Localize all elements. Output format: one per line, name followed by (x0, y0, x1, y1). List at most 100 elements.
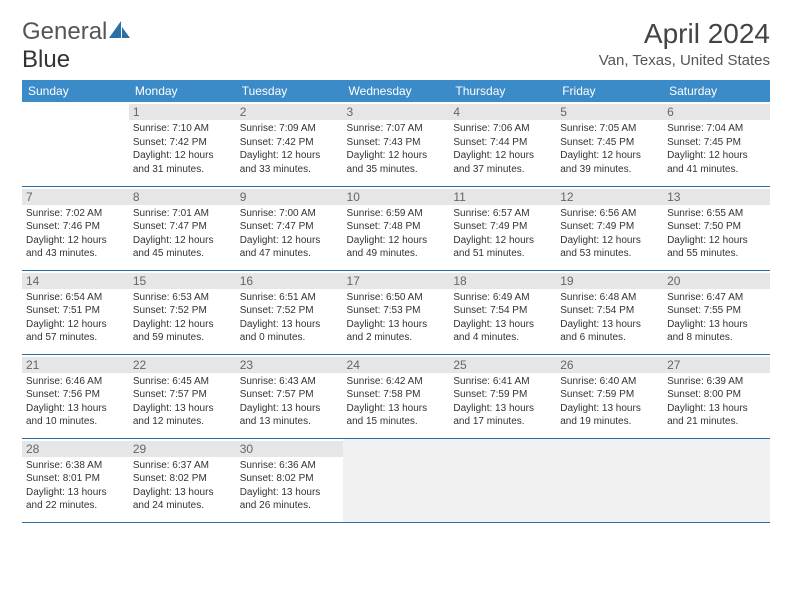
day-number: 28 (22, 441, 129, 457)
daylight-text: Daylight: 12 hours and 57 minutes. (26, 318, 125, 345)
daylight-text: Daylight: 12 hours and 33 minutes. (240, 149, 339, 176)
calendar-week-row: 14 Sunrise: 6:54 AMSunset: 7:51 PMDayligh… (22, 270, 770, 354)
sunrise-text: Sunrise: 6:56 AM (560, 207, 659, 221)
day-number: 16 (236, 273, 343, 289)
logo-sail-icon (109, 18, 131, 36)
sunset-text: Sunset: 7:42 PM (240, 136, 339, 150)
sunset-text: Sunset: 7:53 PM (347, 304, 446, 318)
calendar-day-cell: 3Sunrise: 7:07 AMSunset: 7:43 PMDaylight… (343, 102, 450, 186)
day-data: Sunrise: 7:01 AMSunset: 7:47 PMDaylight:… (133, 207, 232, 261)
day-number: 17 (343, 273, 450, 289)
calendar-day-cell: 6 Sunrise: 7:04 AMSunset: 7:45 PMDaylight… (663, 102, 770, 186)
sunset-text: Sunset: 8:02 PM (133, 472, 232, 486)
calendar-day-cell: 23Sunrise: 6:43 AMSunset: 7:57 PMDayligh… (236, 354, 343, 438)
sunrise-text: Sunrise: 6:43 AM (240, 375, 339, 389)
calendar-week-row: 7Sunrise: 7:02 AMSunset: 7:46 PMDaylight… (22, 186, 770, 270)
daylight-text: Daylight: 12 hours and 45 minutes. (133, 234, 232, 261)
sunrise-text: Sunrise: 6:40 AM (560, 375, 659, 389)
day-data: Sunrise: 6:49 AMSunset: 7:54 PMDaylight:… (453, 291, 552, 345)
sunset-text: Sunset: 7:52 PM (240, 304, 339, 318)
day-data: Sunrise: 6:53 AMSunset: 7:52 PMDaylight:… (133, 291, 232, 345)
sunset-text: Sunset: 7:59 PM (560, 388, 659, 402)
sunrise-text: Sunrise: 7:05 AM (560, 122, 659, 136)
day-number: 24 (343, 357, 450, 373)
day-data: Sunrise: 6:39 AMSunset: 8:00 PMDaylight:… (667, 375, 766, 429)
calendar-week-row: 28Sunrise: 6:38 AMSunset: 8:01 PMDayligh… (22, 438, 770, 522)
daylight-text: Daylight: 12 hours and 49 minutes. (347, 234, 446, 261)
daylight-text: Daylight: 12 hours and 43 minutes. (26, 234, 125, 261)
calendar-day-cell: 7Sunrise: 7:02 AMSunset: 7:46 PMDaylight… (22, 186, 129, 270)
day-number: 14 (22, 273, 129, 289)
sunrise-text: Sunrise: 6:36 AM (240, 459, 339, 473)
daylight-text: Daylight: 13 hours and 17 minutes. (453, 402, 552, 429)
sunset-text: Sunset: 7:57 PM (240, 388, 339, 402)
sunrise-text: Sunrise: 7:06 AM (453, 122, 552, 136)
sunrise-text: Sunrise: 7:10 AM (133, 122, 232, 136)
sunset-text: Sunset: 7:46 PM (26, 220, 125, 234)
day-data: Sunrise: 6:57 AMSunset: 7:49 PMDaylight:… (453, 207, 552, 261)
day-data: Sunrise: 7:02 AMSunset: 7:46 PMDaylight:… (26, 207, 125, 261)
day-number: 8 (129, 189, 236, 205)
sunrise-text: Sunrise: 6:51 AM (240, 291, 339, 305)
weekday-header-row: Sunday Monday Tuesday Wednesday Thursday… (22, 80, 770, 102)
calendar-day-cell: 10Sunrise: 6:59 AMSunset: 7:48 PMDayligh… (343, 186, 450, 270)
calendar-day-cell: 27Sunrise: 6:39 AMSunset: 8:00 PMDayligh… (663, 354, 770, 438)
calendar-day-cell (449, 438, 556, 522)
day-data: Sunrise: 7:09 AMSunset: 7:42 PMDaylight:… (240, 122, 339, 176)
calendar-day-cell: 4Sunrise: 7:06 AMSunset: 7:44 PMDaylight… (449, 102, 556, 186)
daylight-text: Daylight: 13 hours and 26 minutes. (240, 486, 339, 513)
header: GeneralBlue April 2024 Van, Texas, Unite… (22, 18, 770, 74)
calendar-day-cell (663, 438, 770, 522)
day-number: 6 (663, 104, 770, 120)
calendar-day-cell: 2 Sunrise: 7:09 AMSunset: 7:42 PMDaylight… (236, 102, 343, 186)
daylight-text: Daylight: 12 hours and 47 minutes. (240, 234, 339, 261)
calendar-day-cell: 22Sunrise: 6:45 AMSunset: 7:57 PMDayligh… (129, 354, 236, 438)
daylight-text: Daylight: 13 hours and 19 minutes. (560, 402, 659, 429)
daylight-text: Daylight: 13 hours and 2 minutes. (347, 318, 446, 345)
calendar-week-row: 1Sunrise: 7:10 AMSunset: 7:42 PMDaylight… (22, 102, 770, 186)
day-data: Sunrise: 6:41 AMSunset: 7:59 PMDaylight:… (453, 375, 552, 429)
sunset-text: Sunset: 7:44 PM (453, 136, 552, 150)
day-number: 12 (556, 189, 663, 205)
weekday-header: Sunday (22, 80, 129, 102)
calendar-day-cell: 30Sunrise: 6:36 AMSunset: 8:02 PMDayligh… (236, 438, 343, 522)
daylight-text: Daylight: 12 hours and 39 minutes. (560, 149, 659, 176)
day-data: Sunrise: 7:04 AMSunset: 7:45 PMDaylight:… (667, 122, 766, 176)
day-number: 9 (236, 189, 343, 205)
day-number: 10 (343, 189, 450, 205)
sunrise-text: Sunrise: 6:47 AM (667, 291, 766, 305)
sunset-text: Sunset: 7:56 PM (26, 388, 125, 402)
daylight-text: Daylight: 13 hours and 15 minutes. (347, 402, 446, 429)
daylight-text: Daylight: 12 hours and 37 minutes. (453, 149, 552, 176)
calendar-day-cell: 14 Sunrise: 6:54 AMSunset: 7:51 PMDayligh… (22, 270, 129, 354)
day-number: 19 (556, 273, 663, 289)
calendar-day-cell: 13Sunrise: 6:55 AMSunset: 7:50 PMDayligh… (663, 186, 770, 270)
sunrise-text: Sunrise: 7:07 AM (347, 122, 446, 136)
daylight-text: Daylight: 13 hours and 0 minutes. (240, 318, 339, 345)
day-number: 1 (129, 104, 236, 120)
calendar-day-cell: 20Sunrise: 6:47 AMSunset: 7:55 PMDayligh… (663, 270, 770, 354)
day-number: 2 (236, 104, 343, 120)
day-data: Sunrise: 6:54 AMSunset: 7:51 PMDaylight:… (26, 291, 125, 345)
sunset-text: Sunset: 7:50 PM (667, 220, 766, 234)
sunset-text: Sunset: 7:54 PM (453, 304, 552, 318)
day-number: 25 (449, 357, 556, 373)
daylight-text: Daylight: 12 hours and 41 minutes. (667, 149, 766, 176)
sunrise-text: Sunrise: 7:04 AM (667, 122, 766, 136)
daylight-text: Daylight: 13 hours and 13 minutes. (240, 402, 339, 429)
day-data: Sunrise: 6:56 AMSunset: 7:49 PMDaylight:… (560, 207, 659, 261)
calendar-day-cell: 18Sunrise: 6:49 AMSunset: 7:54 PMDayligh… (449, 270, 556, 354)
day-data: Sunrise: 7:06 AMSunset: 7:44 PMDaylight:… (453, 122, 552, 176)
sunset-text: Sunset: 7:58 PM (347, 388, 446, 402)
location: Van, Texas, United States (599, 52, 770, 69)
day-number: 13 (663, 189, 770, 205)
sunrise-text: Sunrise: 6:48 AM (560, 291, 659, 305)
weekday-header: Saturday (663, 80, 770, 102)
calendar-day-cell: 17Sunrise: 6:50 AMSunset: 7:53 PMDayligh… (343, 270, 450, 354)
day-data: Sunrise: 6:42 AMSunset: 7:58 PMDaylight:… (347, 375, 446, 429)
day-data: Sunrise: 6:46 AMSunset: 7:56 PMDaylight:… (26, 375, 125, 429)
sunrise-text: Sunrise: 7:02 AM (26, 207, 125, 221)
calendar-day-cell: 12 Sunrise: 6:56 AMSunset: 7:49 PMDayligh… (556, 186, 663, 270)
sunset-text: Sunset: 7:57 PM (133, 388, 232, 402)
calendar-day-cell (343, 438, 450, 522)
